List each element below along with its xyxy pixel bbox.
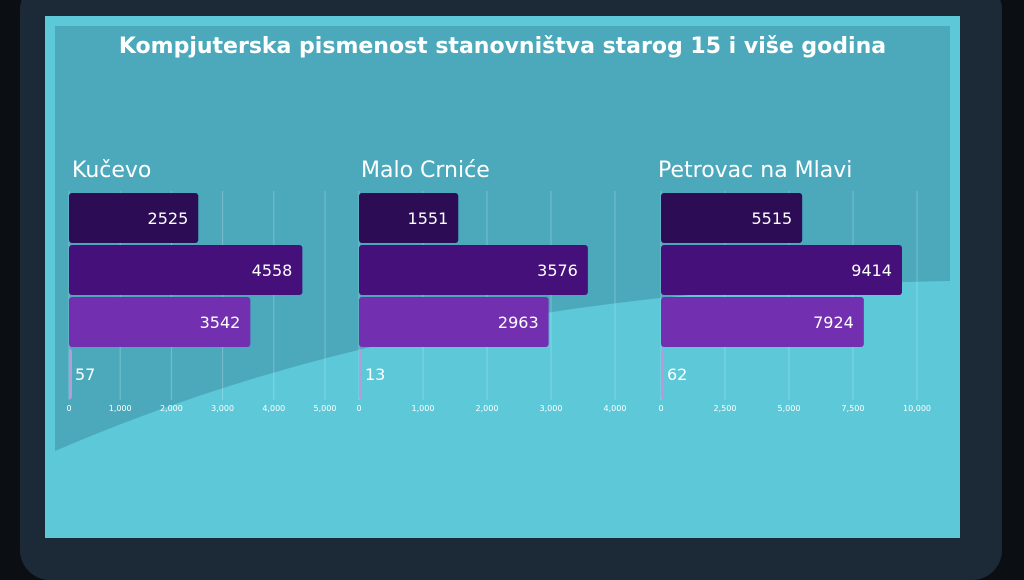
- tick-label: 2,500: [714, 404, 737, 413]
- bar-value-label: 5515: [751, 209, 792, 228]
- tick-label: 1,000: [109, 404, 132, 413]
- bar: [69, 245, 303, 295]
- bar: [661, 193, 803, 243]
- bar: [69, 297, 251, 347]
- slide-screen: Kompjuterska pismenost stanovništva star…: [45, 16, 960, 538]
- tick-label: 5,000: [314, 404, 337, 413]
- tick-label: 0: [658, 404, 663, 413]
- bar: [69, 349, 72, 399]
- bar-value-label: 1551: [408, 209, 449, 228]
- bar: [661, 245, 902, 295]
- panel-title-petrovac: Petrovac na Mlavi: [658, 158, 853, 183]
- bar: [359, 297, 549, 347]
- bar: [359, 349, 362, 399]
- bar-value-label: 7924: [813, 313, 854, 332]
- bar: [359, 193, 459, 243]
- tick-label: 7,500: [842, 404, 865, 413]
- bar-value-label: 62: [667, 365, 687, 384]
- bar-value-label: 4558: [252, 261, 293, 280]
- bar-value-label: 3542: [200, 313, 241, 332]
- bar: [661, 349, 664, 399]
- tick-label: 4,000: [262, 404, 285, 413]
- tick-label: 1,000: [412, 404, 435, 413]
- bar-value-label: 57: [75, 365, 95, 384]
- panel-title-malo-crnice: Malo Crniće: [361, 158, 490, 183]
- tick-label: 3,000: [211, 404, 234, 413]
- tick-label: 10,000: [903, 404, 931, 413]
- background-band: [55, 26, 950, 451]
- bar-value-label: 13: [365, 365, 385, 384]
- tick-label: 3,000: [540, 404, 563, 413]
- bar-value-label: 2525: [148, 209, 189, 228]
- bar-value-label: 2963: [498, 313, 539, 332]
- tick-label: 5,000: [778, 404, 801, 413]
- bar-value-label: 9414: [851, 261, 892, 280]
- panel-title-kucevo: Kučevo: [72, 158, 152, 183]
- chart-title: Kompjuterska pismenost stanovništva star…: [118, 34, 887, 59]
- background-shape: [55, 26, 950, 451]
- tick-label: 0: [66, 404, 71, 413]
- tick-label: 4,000: [604, 404, 627, 413]
- bar: [359, 245, 588, 295]
- tick-label: 0: [356, 404, 361, 413]
- bar: [661, 297, 864, 347]
- bar-charts: 0 1,000 2,000 3,000 4,000 5,000 2525 4558 3542 57…: [66, 191, 931, 413]
- bar: [69, 193, 199, 243]
- bar-value-label: 3576: [537, 261, 578, 280]
- tick-label: 2,000: [476, 404, 499, 413]
- tick-label: 2,000: [160, 404, 183, 413]
